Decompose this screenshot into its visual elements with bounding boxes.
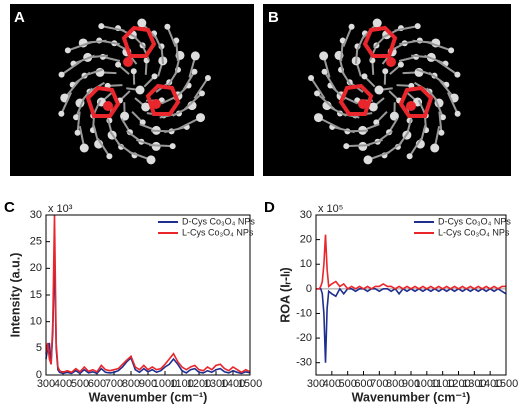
atom [386,57,396,67]
atom [65,47,71,53]
atom [164,24,170,30]
atom [152,73,158,79]
y-axis-label: Intensity (a.u.) [8,253,22,338]
x-tick-label: 300 [37,378,55,390]
legend-label: L-Cys Co₃O₄ NPs [438,227,510,237]
y-tick-label: -10 [296,307,312,319]
atom [115,62,121,68]
atom [343,143,349,149]
atom [319,51,328,60]
panel-label: D [264,199,275,216]
x-tick-label: 700 [105,378,123,390]
x-tick-label: 1500 [238,378,262,390]
line-series [316,235,506,289]
atom [58,111,64,117]
legend-label: L-Cys Co₃O₄ NPs [182,227,254,237]
atom [103,101,113,111]
y-tick-label: 20 [300,234,312,246]
plot-frame [316,215,506,375]
atom [415,23,421,29]
x-tick-label: 400 [54,378,72,390]
line-series [46,215,250,372]
atom [123,57,133,67]
atom [137,19,146,28]
atom [196,113,205,122]
atom [358,99,368,109]
atom [151,99,161,109]
atom [454,72,460,78]
y-multiplier: x 10³ [48,203,73,215]
atom [106,153,112,159]
atom [136,86,145,95]
y-tick-label: 20 [30,262,42,274]
atom [406,101,416,111]
bond [149,145,172,146]
atom [98,23,104,29]
y-tick-label: 10 [300,258,312,270]
atom [407,153,413,159]
x-axis-label: Wavenumber (cm⁻¹) [352,390,471,404]
atom [361,73,367,79]
y-tick-label: 0 [306,283,312,295]
atom [80,143,89,152]
atom [308,75,314,81]
x-tick-label: 500 [71,378,89,390]
x-tick-label: 800 [122,378,140,390]
legend-label: D-Cys Co₃O₄ NPs [438,216,511,226]
plot-frame [46,215,250,375]
y-tick-label: 10 [30,316,42,328]
bond [346,145,369,146]
y-tick-label: 5 [36,342,42,354]
x-tick-label: 600 [88,378,106,390]
panel-label: A [14,9,25,26]
atom [191,51,200,60]
x-tick-label: 1500 [494,378,518,390]
atom [430,143,439,152]
atom [363,155,372,164]
panel-label: B [268,9,279,26]
atom [131,68,137,74]
atom [75,130,81,136]
atom [455,111,461,117]
y-tick-label: -30 [296,357,312,369]
y-tick-label: 30 [30,209,42,221]
atom [314,113,323,122]
atom [170,143,176,149]
atom [205,75,211,81]
y-tick-label: 30 [300,209,312,221]
y-tick-label: 15 [30,289,42,301]
line-series [46,252,250,373]
atom [382,68,388,74]
y-tick-label: 25 [30,236,42,248]
atom [375,86,384,95]
atom [349,24,355,30]
atom [373,19,382,28]
atom [398,62,404,68]
x-axis-label: Wavenumber (cm⁻¹) [89,390,208,404]
panel-label: C [4,199,15,216]
legend-label: D-Cys Co₃O₄ NPs [182,216,255,226]
atom [147,155,156,164]
atom [448,47,454,53]
y-multiplier: x 10⁵ [318,203,343,215]
y-axis-label: ROA (Iᵣ-Iₗ) [278,267,292,322]
atom [59,72,65,78]
y-tick-label: -20 [296,332,312,344]
line-series [316,289,506,363]
atom [438,130,444,136]
